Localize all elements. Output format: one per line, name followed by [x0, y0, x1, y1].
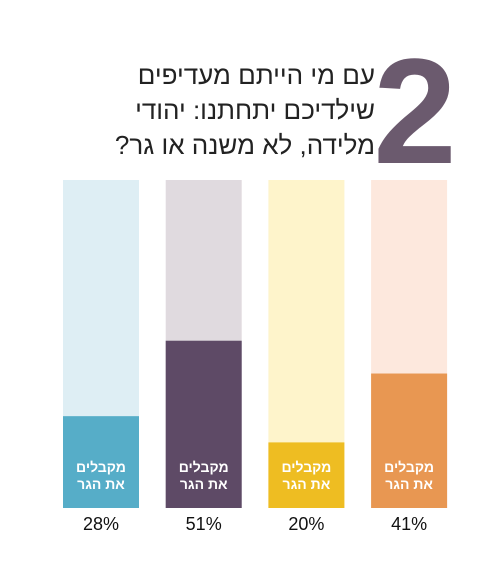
bar-label: מקבלים [281, 459, 331, 475]
bar-label: את הגר [283, 476, 331, 492]
bar-label: מקבלים [179, 459, 229, 475]
bar [268, 442, 345, 508]
title-line: שילדיכם יתחתנו: יהודי [135, 95, 375, 125]
value-label: 20% [288, 514, 324, 534]
bar-label: את הגר [385, 476, 433, 492]
value-label: 51% [186, 514, 222, 534]
title-line: מלידה, לא משנה או גר? [115, 130, 375, 160]
title-line: עם מי הייתם מעדיפים [138, 60, 375, 90]
bar [63, 416, 139, 508]
bar-label: את הגר [180, 476, 228, 492]
value-label: 41% [391, 514, 427, 534]
bar [165, 340, 242, 508]
bar-label: את הגר [77, 476, 125, 492]
section-number: 2 [373, 27, 456, 195]
value-label: 28% [83, 514, 119, 534]
bar [371, 373, 448, 508]
bar-label: מקבלים [76, 459, 126, 475]
bar-label: מקבלים [384, 459, 434, 475]
